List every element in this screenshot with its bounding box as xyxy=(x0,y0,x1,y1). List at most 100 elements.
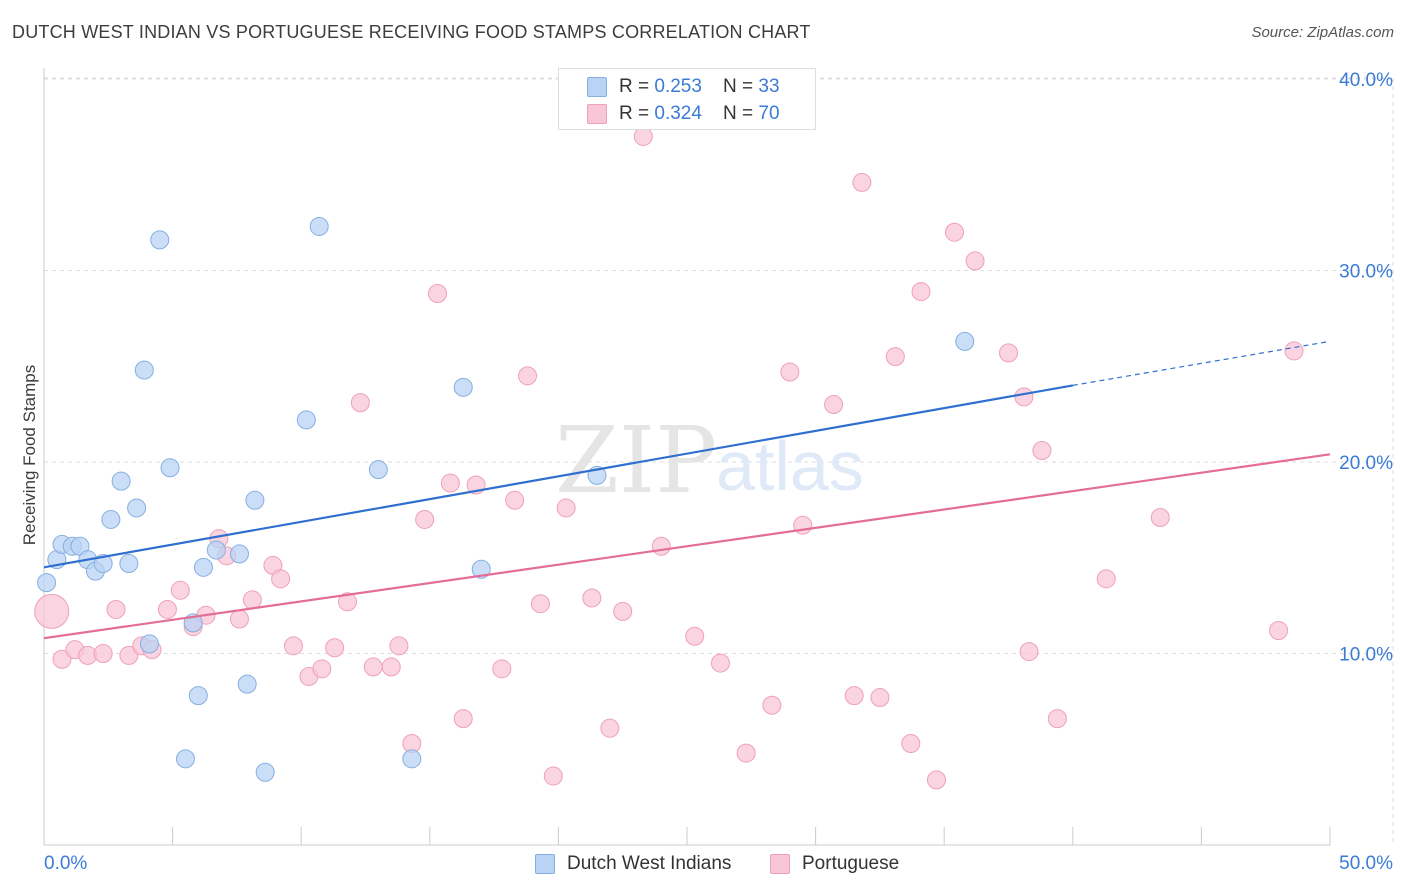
dutch-west-indians-point xyxy=(369,461,387,479)
portuguese-point xyxy=(1151,509,1169,527)
portuguese-point xyxy=(506,491,524,509)
y-tick-label: 30.0% xyxy=(1339,262,1393,283)
legend-r-label: R = xyxy=(619,76,654,97)
portuguese-point xyxy=(531,595,549,613)
legend-swatch-pink xyxy=(587,104,607,124)
portuguese-point xyxy=(326,639,344,657)
portuguese-point xyxy=(927,771,945,789)
legend-swatch-blue xyxy=(587,77,607,97)
portuguese-point xyxy=(313,660,331,678)
portuguese-point xyxy=(557,499,575,517)
dutch-west-indians-point xyxy=(189,687,207,705)
portuguese-point xyxy=(351,394,369,412)
portuguese-point xyxy=(544,767,562,785)
portuguese-point xyxy=(601,719,619,737)
portuguese-point xyxy=(35,594,69,628)
dutch-west-indians-point xyxy=(238,675,256,693)
portuguese-point xyxy=(107,600,125,618)
portuguese-point xyxy=(686,627,704,645)
portuguese-point xyxy=(390,637,408,655)
legend-n-value: 33 xyxy=(758,76,779,97)
portuguese-point xyxy=(737,744,755,762)
portuguese-point xyxy=(583,589,601,607)
legend-swatch-blue xyxy=(535,854,555,874)
portuguese-point xyxy=(519,367,537,385)
portuguese-point xyxy=(416,510,434,528)
portuguese-point xyxy=(614,602,632,620)
portuguese-point xyxy=(763,696,781,714)
dutch-west-indians-point xyxy=(297,411,315,429)
watermark-zip: ZIP xyxy=(555,407,717,514)
portuguese-point xyxy=(441,474,459,492)
portuguese-point xyxy=(94,645,112,663)
portuguese-point xyxy=(1015,388,1033,406)
portuguese-point xyxy=(1033,442,1051,460)
portuguese-point xyxy=(1020,643,1038,661)
dutch-west-indians-point xyxy=(230,545,248,563)
portuguese-point xyxy=(284,637,302,655)
portuguese-point xyxy=(853,173,871,191)
portuguese-point xyxy=(1000,344,1018,362)
portuguese-point xyxy=(1048,710,1066,728)
dutch-west-indians-point xyxy=(246,491,264,509)
dutch-west-indians-point xyxy=(256,763,274,781)
portuguese-point xyxy=(1270,622,1288,640)
portuguese-point xyxy=(382,658,400,676)
portuguese-point xyxy=(364,658,382,676)
dutch-west-indians-point xyxy=(38,574,56,592)
portuguese-point xyxy=(902,735,920,753)
y-axis-title: Receiving Food Stamps xyxy=(20,365,40,545)
portuguese-point xyxy=(429,284,447,302)
dutch-west-indians-point xyxy=(956,332,974,350)
portuguese-point xyxy=(454,710,472,728)
y-tick-label: 40.0% xyxy=(1339,70,1393,91)
legend-r-value: 0.253 xyxy=(654,76,702,97)
watermark-atlas: atlas xyxy=(716,427,864,505)
portuguese-point xyxy=(1097,570,1115,588)
portuguese-point xyxy=(230,610,248,628)
dutch-west-indians-point xyxy=(194,558,212,576)
portuguese-point xyxy=(493,660,511,678)
portuguese-point xyxy=(158,600,176,618)
dutch-west-indians-point xyxy=(151,231,169,249)
dutch-west-indians-point xyxy=(176,750,194,768)
legend-r-label: R = xyxy=(619,103,654,124)
dutch-west-indians-point xyxy=(161,459,179,477)
portuguese-point xyxy=(871,689,889,707)
portuguese-point xyxy=(912,283,930,301)
dutch-west-indians-point xyxy=(102,510,120,528)
dutch-west-indians-point xyxy=(207,541,225,559)
y-tick-label: 20.0% xyxy=(1339,453,1393,474)
series-legend: Dutch West Indians Portuguese xyxy=(0,852,1406,878)
portuguese-point xyxy=(634,127,652,145)
portuguese-point xyxy=(1285,342,1303,360)
portuguese-point xyxy=(711,654,729,672)
correlation-legend: R = 0.253 N = 33 R = 0.324 N = 70 xyxy=(558,68,816,130)
portuguese-point xyxy=(825,396,843,414)
y-tick-label: 10.0% xyxy=(1339,645,1393,666)
legend-n-label: N = xyxy=(723,76,758,97)
portuguese-point xyxy=(272,570,290,588)
legend-label: Portuguese xyxy=(802,853,899,875)
dutch-west-indians-point xyxy=(454,378,472,396)
portuguese-point xyxy=(845,687,863,705)
dutch-west-indians-point xyxy=(128,499,146,517)
dutch-west-indians-point xyxy=(310,217,328,235)
legend-n-label: N = xyxy=(723,103,758,124)
scatter-chart: ZIPatlas 10.0%20.0%30.0%40.0%0.0% 50.0% xyxy=(0,0,1406,892)
dutch-west-indians-point xyxy=(135,361,153,379)
portuguese-point xyxy=(966,252,984,270)
portuguese-point xyxy=(171,581,189,599)
dutch-west-indians-point xyxy=(403,750,421,768)
dutch-west-indians-point xyxy=(112,472,130,490)
legend-swatch-pink xyxy=(770,854,790,874)
portuguese-point xyxy=(781,363,799,381)
portuguese-point xyxy=(243,591,261,609)
portuguese-point xyxy=(886,348,904,366)
legend-n-value: 70 xyxy=(758,103,779,124)
legend-label: Dutch West Indians xyxy=(567,853,731,875)
portuguese-point xyxy=(652,537,670,555)
portuguese-point xyxy=(945,223,963,241)
dutch-west-indians-point xyxy=(120,554,138,572)
